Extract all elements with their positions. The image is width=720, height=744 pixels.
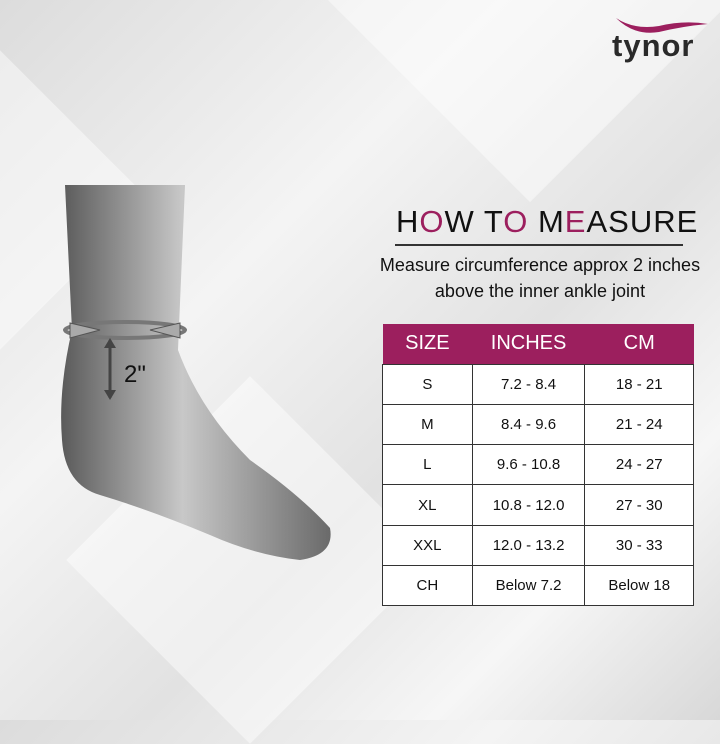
cell-inches: 8.4 - 9.6 bbox=[471, 403, 586, 446]
cell-inches: 10.8 - 12.0 bbox=[471, 484, 586, 526]
logo-swoosh-icon bbox=[616, 18, 708, 33]
header-inches: INCHES bbox=[472, 324, 585, 364]
title-divider bbox=[395, 244, 683, 246]
measure-label: 2" bbox=[124, 361, 146, 388]
cell-cm: 21 - 24 bbox=[584, 403, 694, 446]
cell-inches: 12.0 - 13.2 bbox=[471, 524, 586, 566]
cell-cm: 18 - 21 bbox=[584, 363, 694, 405]
table-row: S 7.2 - 8.4 18 - 21 bbox=[382, 363, 694, 405]
cell-cm: 24 - 27 bbox=[584, 444, 694, 486]
cell-cm: Below 18 bbox=[584, 564, 694, 607]
header-cm: CM bbox=[584, 324, 694, 364]
cell-cm: 30 - 33 bbox=[584, 524, 694, 566]
instructions-text: Measure circumference approx 2 inches ab… bbox=[379, 255, 701, 301]
table-header-row: SIZE INCHES CM bbox=[382, 324, 694, 364]
cell-size: CH bbox=[382, 564, 473, 607]
header-size: SIZE bbox=[382, 324, 473, 364]
cell-inches: Below 7.2 bbox=[471, 564, 586, 607]
table-row: L 9.6 - 10.8 24 - 27 bbox=[382, 444, 694, 486]
cell-size: XL bbox=[382, 484, 473, 526]
page-title: HOW TO MEASURE bbox=[396, 204, 699, 239]
ankle-foot-illustration: 2" bbox=[61, 185, 331, 560]
cell-cm: 27 - 30 bbox=[584, 484, 694, 526]
cell-size: XXL bbox=[382, 524, 473, 566]
size-chart-table: SIZE INCHES CM S 7.2 - 8.4 18 - 21 M 8.4 - … bbox=[382, 324, 694, 607]
cell-size: M bbox=[382, 403, 473, 446]
logo-text: tynor bbox=[612, 28, 695, 63]
brand-logo: tynor bbox=[604, 10, 714, 65]
table-row: XL 10.8 - 12.0 27 - 30 bbox=[382, 484, 694, 526]
cell-size: L bbox=[382, 444, 473, 486]
cell-size: S bbox=[382, 363, 473, 405]
cell-inches: 7.2 - 8.4 bbox=[471, 363, 586, 405]
table-row: XXL 12.0 - 13.2 30 - 33 bbox=[382, 524, 694, 566]
cell-inches: 9.6 - 10.8 bbox=[471, 444, 586, 486]
table-row: M 8.4 - 9.6 21 - 24 bbox=[382, 403, 694, 446]
table-row: CH Below 7.2 Below 18 bbox=[382, 564, 694, 607]
